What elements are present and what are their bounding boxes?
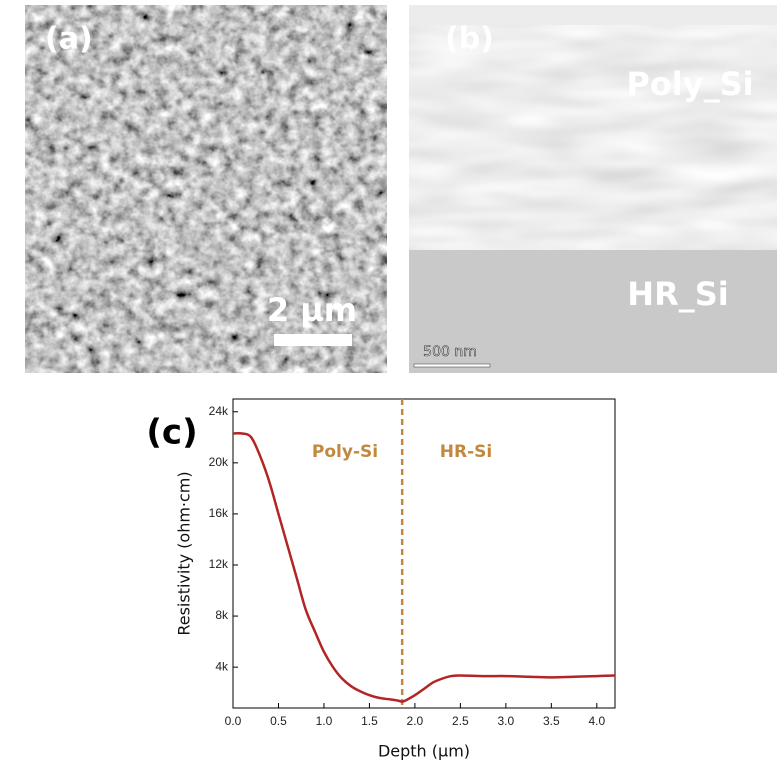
x-tick-label: 0.5 <box>270 714 287 728</box>
y-tick-label: 16k <box>209 506 229 520</box>
x-axis-label: Depth (µm) <box>378 742 470 761</box>
layer-label: Poly_Si <box>626 65 753 103</box>
panel-b: (b) Poly_Si HR_Si 500 nm <box>409 5 777 373</box>
y-tick-label: 4k <box>215 659 229 673</box>
x-tick-label: 3.0 <box>498 714 515 728</box>
y-tick-label: 24k <box>209 404 229 418</box>
layer-label: HR_Si <box>627 275 728 313</box>
panel-label: (b) <box>445 22 494 57</box>
x-tick-label: 1.5 <box>361 714 378 728</box>
panel-label: (a) <box>45 22 93 57</box>
scale-bar <box>274 334 352 346</box>
data-line <box>232 431 616 703</box>
x-tick-label: 3.5 <box>543 714 560 728</box>
y-tick-label: 20k <box>209 455 229 469</box>
panel-label: (c) <box>146 413 197 453</box>
scale-bar-label: 2 µm <box>267 291 357 329</box>
plot-frame <box>232 398 616 709</box>
y-axis-label: Resistivity (ohm·cm) <box>175 471 194 635</box>
x-tick-label: 2.0 <box>407 714 424 728</box>
y-tick-label: 8k <box>215 608 229 622</box>
region-label: HR-Si <box>440 442 492 462</box>
y-tick-label: 12k <box>209 557 229 571</box>
x-tick-label: 0.0 <box>225 714 242 728</box>
x-tick-label: 4.0 <box>588 714 605 728</box>
scale-bar-label: 500 nm <box>423 344 477 360</box>
region-label: Poly-Si <box>312 442 378 462</box>
tem-poly-layer <box>409 25 777 250</box>
sem-texture <box>25 5 387 373</box>
x-tick-label: 2.5 <box>452 714 469 728</box>
tem-cap <box>409 5 777 25</box>
x-tick-label: 1.0 <box>316 714 333 728</box>
scale-bar <box>413 363 491 368</box>
panel-a: (a) 2 µm <box>25 5 387 373</box>
